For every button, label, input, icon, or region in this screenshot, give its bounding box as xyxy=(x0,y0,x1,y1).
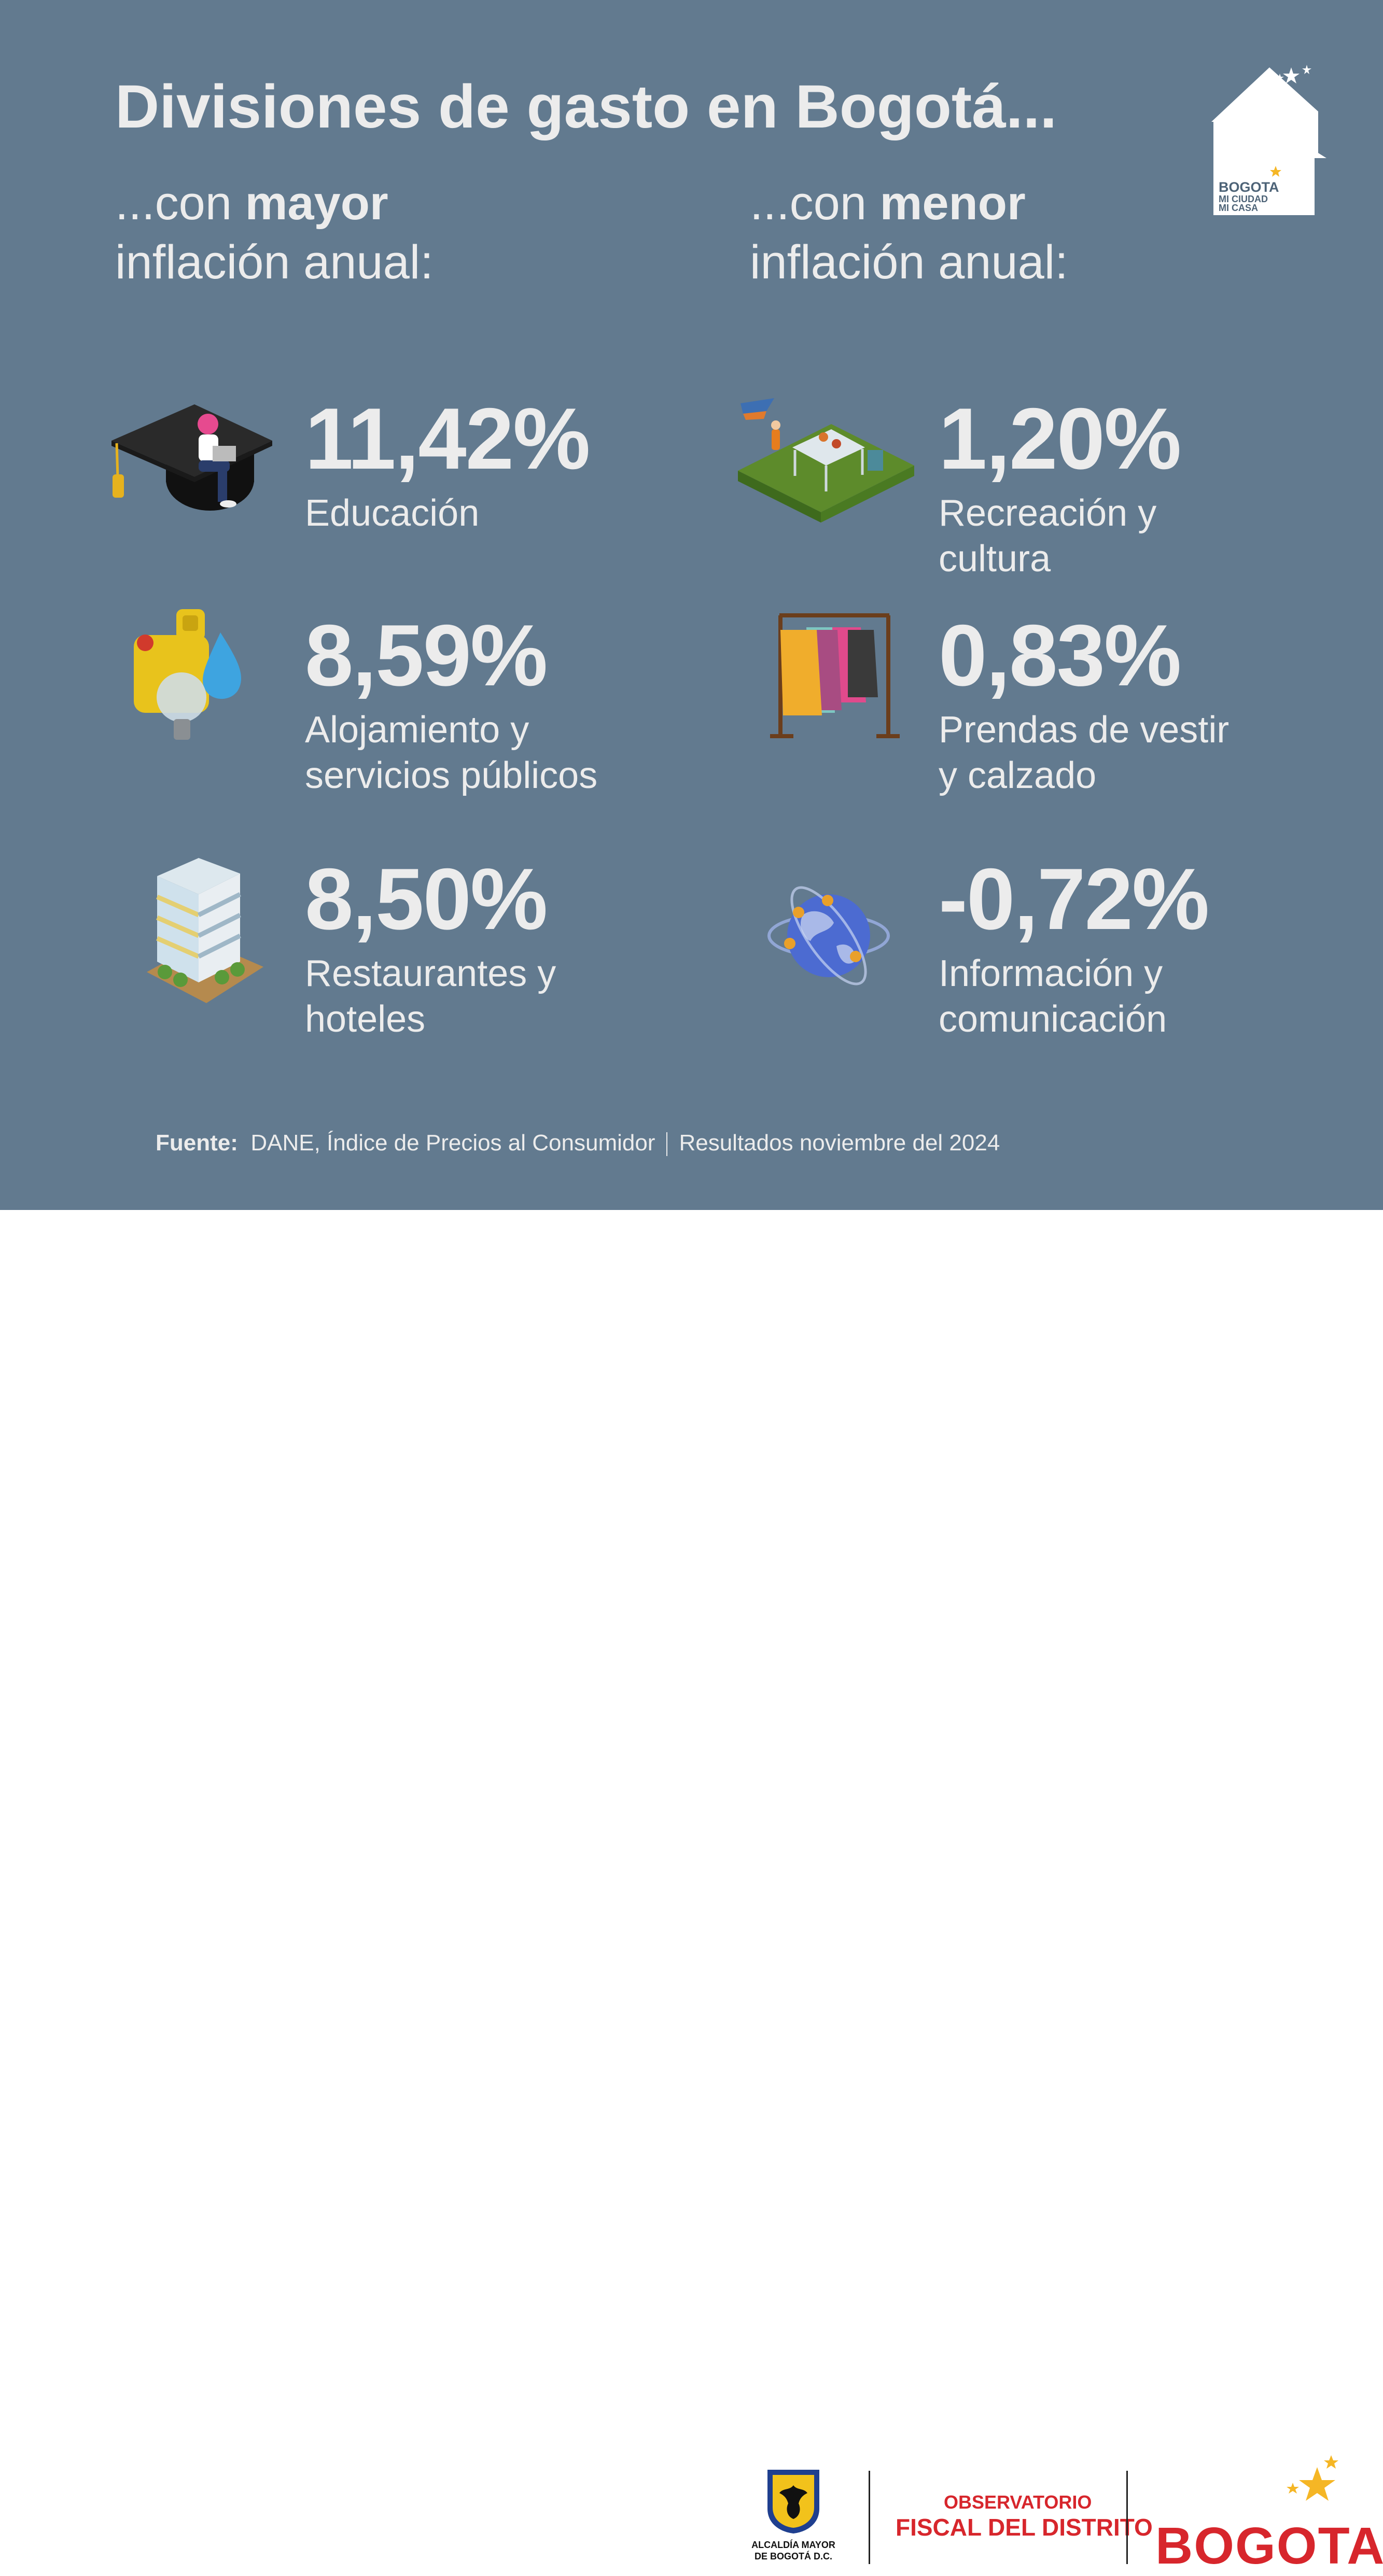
value-alojamiento: 8,59% xyxy=(305,607,548,704)
footer-logos: ALCALDÍA MAYOR DE BOGOTÁ D.C. OBSERVATORI… xyxy=(0,1210,1383,2575)
item-educacion: 11,42% Educación xyxy=(305,390,591,536)
infographic-panel: Divisiones de gasto en Bogotá... BOGOTA … xyxy=(0,0,1383,1210)
fiscal-distrito-label: FISCAL DEL DISTRITO xyxy=(896,2514,1153,2541)
value-educacion: 11,42% xyxy=(305,390,591,487)
heading-mayor: ...con mayor inflación anual: xyxy=(115,177,434,289)
hotel-icon xyxy=(147,858,263,1003)
value-prendas: 0,83% xyxy=(939,607,1181,704)
svg-text:MI CASA: MI CASA xyxy=(1219,203,1258,213)
picnic-park-icon xyxy=(738,398,914,523)
item-restaurantes: 8,50% Restaurantes y hoteles xyxy=(305,855,556,1042)
label-alojamiento: Alojamiento y servicios públicos xyxy=(305,709,598,796)
clothes-rack-icon xyxy=(770,613,900,738)
label-prendas: Prendas de vestir y calzado xyxy=(939,709,1230,796)
coat-of-arms-icon xyxy=(767,2470,819,2533)
svg-text:MI CIUDAD: MI CIUDAD xyxy=(1219,194,1268,204)
alcaldia-label: ALCALDÍA MAYOR DE BOGOTÁ D.C. xyxy=(751,2540,835,2561)
item-informacion: -0,72% Información y comunicación xyxy=(939,850,1209,1042)
value-restaurantes: 8,50% xyxy=(305,850,548,948)
heading-menor: ...con menor inflación anual: xyxy=(750,177,1068,289)
label-informacion: Información y comunicación xyxy=(939,953,1167,1040)
bogota-stars-icon xyxy=(1287,2455,1338,2501)
bogota-mi-casa-logo: BOGOTA MI CIUDAD MI CASA xyxy=(1211,65,1326,215)
label-recreacion: Recreación y cultura xyxy=(939,492,1157,580)
footer-divider-2 xyxy=(1126,2471,1128,2564)
page-title: Divisiones de gasto en Bogotá... xyxy=(115,73,1057,141)
observatorio-label: OBSERVATORIO xyxy=(944,2491,1092,2513)
item-prendas: 0,83% Prendas de vestir y calzado xyxy=(939,612,1229,798)
source-note: Fuente: DANE, Índice de Precios al Consu… xyxy=(156,1130,1000,1157)
bogota-logo: BOGOTA xyxy=(1155,2517,1383,2575)
label-educacion: Educación xyxy=(305,492,480,534)
value-recreacion: 1,20% xyxy=(939,390,1181,487)
item-recreacion: 1,20% Recreación y cultura xyxy=(939,390,1181,582)
item-alojamiento: 8,59% Alojamiento y servicios públicos xyxy=(305,612,597,798)
utilities-icon xyxy=(134,609,242,740)
footer-divider-1 xyxy=(869,2471,870,2564)
globe-network-icon xyxy=(767,886,890,986)
value-informacion: -0,72% xyxy=(939,850,1209,948)
graduation-cap-icon xyxy=(111,404,272,511)
label-restaurantes: Restaurantes y hoteles xyxy=(305,953,556,1040)
svg-text:BOGOTA: BOGOTA xyxy=(1219,179,1279,195)
